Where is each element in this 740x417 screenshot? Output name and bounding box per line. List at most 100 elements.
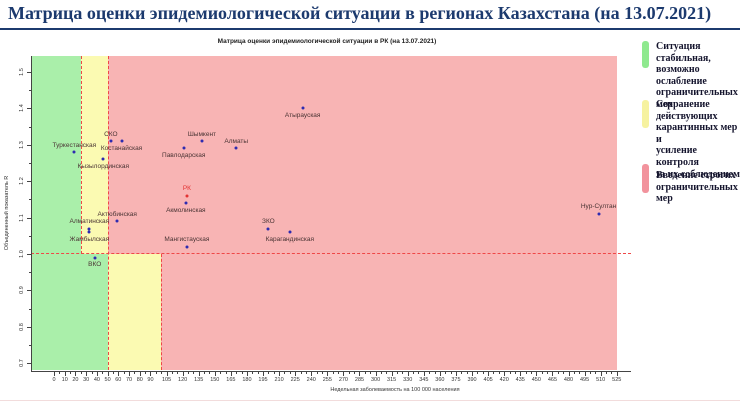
- data-point-Шымкент: [200, 139, 204, 143]
- data-point-Нур-Султан: [597, 212, 601, 216]
- x-tick: [391, 372, 393, 376]
- y-tick: [27, 254, 31, 255]
- data-point-label: Нур-Султан: [580, 203, 617, 211]
- zone-zone_red-above: [107, 56, 617, 254]
- y-minor-tick: [29, 126, 31, 128]
- x-tick: [472, 372, 474, 376]
- x-tick: [332, 372, 334, 374]
- x-tick: [150, 372, 152, 376]
- x-tick: [407, 372, 409, 376]
- page-title: Матрица оценки эпидемиологической ситуац…: [8, 3, 712, 23]
- x-tick: [145, 372, 147, 374]
- x-tick: [220, 372, 222, 374]
- x-tick: [455, 372, 457, 376]
- x-tick-label: 60: [115, 377, 122, 383]
- x-tick: [230, 372, 232, 376]
- x-tick-label: 180: [242, 377, 252, 383]
- x-tick: [504, 372, 506, 376]
- x-axis-line: [31, 371, 631, 372]
- y-minor-tick: [29, 163, 31, 164]
- data-point-Акмолинская: [184, 201, 188, 205]
- x-tick: [402, 372, 404, 374]
- legend-swatch-0: [642, 41, 649, 68]
- x-axis-label: Недельная заболеваемость на 100 000 насе…: [330, 387, 460, 393]
- chart-title: Матрица оценки эпидемиологической ситуац…: [217, 38, 437, 45]
- data-point-label: Карагандинская: [265, 235, 315, 243]
- x-tick-label: 0: [52, 377, 56, 383]
- x-tick-label: 465: [547, 377, 558, 383]
- zone-zone_green-below: [32, 254, 108, 370]
- x-tick: [343, 372, 345, 376]
- x-tick-label: 30: [83, 377, 90, 383]
- data-point-label: Акмолинская: [166, 206, 206, 214]
- y-tick-label: 1.4: [19, 104, 25, 113]
- y-tick-label: 1.3: [19, 140, 25, 149]
- x-tick: [439, 372, 441, 376]
- x-tick-label: 80: [136, 377, 143, 383]
- x-tick-label: 405: [483, 377, 493, 383]
- data-point-Жамбылская: [87, 230, 91, 234]
- x-tick-label: 495: [579, 377, 590, 383]
- x-tick: [86, 372, 88, 376]
- x-tick: [370, 372, 372, 374]
- data-point-Алматы: [234, 146, 238, 150]
- x-tick: [102, 372, 104, 374]
- x-tick: [70, 372, 72, 374]
- x-tick-label: 90: [147, 377, 154, 383]
- x-tick: [525, 372, 527, 374]
- y-tick: [27, 72, 31, 73]
- x-tick: [606, 372, 608, 374]
- x-tick: [118, 372, 120, 376]
- data-point-СКО: [109, 139, 113, 143]
- x-tick: [257, 372, 259, 374]
- data-point-label: Костанайская: [100, 144, 143, 152]
- data-point-Павлодарская: [182, 146, 186, 150]
- x-tick: [461, 372, 463, 374]
- x-tick-label: 50: [104, 377, 111, 383]
- x-tick-label: 315: [387, 377, 397, 383]
- x-tick: [321, 372, 323, 374]
- x-tick-label: 150: [210, 377, 220, 383]
- x-tick-label: 240: [306, 377, 316, 383]
- x-tick: [182, 372, 184, 376]
- legend-label-0: Ситуация стабильная, возможно ослабление…: [656, 41, 738, 110]
- x-tick: [295, 372, 297, 376]
- x-tick: [252, 372, 254, 374]
- x-tick: [359, 372, 361, 376]
- x-tick-label: 195: [258, 377, 268, 383]
- x-tick: [91, 372, 93, 374]
- x-tick-label: 525: [612, 377, 622, 383]
- y-minor-tick: [29, 235, 31, 237]
- x-tick: [284, 372, 286, 374]
- x-tick: [477, 372, 479, 374]
- x-tick: [129, 372, 131, 376]
- x-tick: [311, 372, 313, 376]
- x-tick: [166, 372, 168, 376]
- x-tick-label: 345: [419, 377, 429, 383]
- x-tick: [354, 372, 356, 374]
- x-tick-label: 105: [161, 377, 172, 383]
- y-axis-line: [31, 56, 32, 371]
- x-tick: [236, 372, 238, 374]
- data-point-ВКО: [93, 256, 97, 260]
- x-tick: [611, 372, 613, 374]
- zone-zone_green-above: [32, 56, 81, 254]
- x-tick: [595, 372, 597, 374]
- x-tick: [397, 372, 398, 374]
- data-point-Мангистауская: [185, 245, 189, 249]
- y-tick: [27, 181, 31, 183]
- x-tick-label: 20: [72, 377, 79, 383]
- legend-swatch-1: [642, 100, 649, 128]
- x-tick-label: 40: [93, 377, 100, 383]
- x-tick: [536, 372, 538, 376]
- x-tick: [600, 372, 602, 376]
- x-tick: [316, 372, 318, 374]
- x-tick: [450, 372, 452, 374]
- x-tick: [386, 372, 388, 374]
- dashed-line-x50: [107, 56, 109, 370]
- data-point-Актюбинская: [115, 219, 119, 223]
- y-tick-label: 1.0: [19, 250, 25, 258]
- x-tick: [573, 372, 575, 374]
- data-point-label: Туркестанская: [52, 141, 97, 149]
- title-underline: [0, 28, 740, 30]
